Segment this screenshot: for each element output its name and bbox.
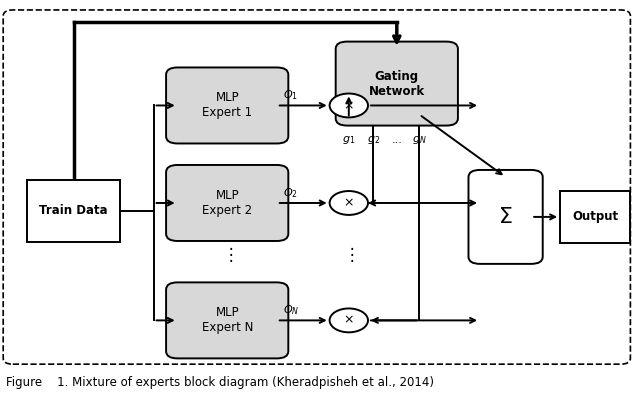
Text: $\times$: $\times$ bbox=[344, 197, 354, 209]
Text: Gating
Network: Gating Network bbox=[369, 70, 425, 98]
Text: $g_N$: $g_N$ bbox=[412, 134, 426, 146]
Bar bbox=[560, 191, 630, 243]
Text: $\vdots$: $\vdots$ bbox=[221, 245, 233, 264]
Text: $g_2$: $g_2$ bbox=[367, 134, 380, 146]
FancyBboxPatch shape bbox=[166, 165, 288, 241]
Text: $\times$: $\times$ bbox=[344, 314, 354, 327]
Text: MLP
Expert 1: MLP Expert 1 bbox=[202, 92, 252, 119]
Text: $O_2$: $O_2$ bbox=[284, 186, 298, 200]
Bar bbox=[28, 180, 120, 242]
FancyBboxPatch shape bbox=[468, 170, 543, 264]
Text: $g_1$: $g_1$ bbox=[342, 134, 355, 146]
Text: $\Sigma$: $\Sigma$ bbox=[499, 207, 513, 227]
Text: $O_1$: $O_1$ bbox=[284, 89, 298, 102]
FancyBboxPatch shape bbox=[166, 283, 288, 358]
Circle shape bbox=[330, 308, 368, 332]
Text: MLP
Expert N: MLP Expert N bbox=[202, 306, 253, 334]
FancyBboxPatch shape bbox=[335, 42, 458, 126]
Text: $O_N$: $O_N$ bbox=[283, 304, 299, 317]
Text: Figure    1. Mixture of experts block diagram (Kheradpisheh et al., 2014): Figure 1. Mixture of experts block diagr… bbox=[6, 376, 435, 389]
Text: ...: ... bbox=[392, 135, 402, 145]
Text: MLP
Expert 2: MLP Expert 2 bbox=[202, 189, 252, 217]
Text: $\times$: $\times$ bbox=[344, 99, 354, 112]
Text: Train Data: Train Data bbox=[39, 205, 108, 217]
Circle shape bbox=[330, 191, 368, 215]
Circle shape bbox=[330, 94, 368, 117]
FancyBboxPatch shape bbox=[3, 10, 630, 364]
Text: Output: Output bbox=[572, 211, 618, 223]
FancyBboxPatch shape bbox=[166, 67, 288, 144]
Text: $\vdots$: $\vdots$ bbox=[343, 245, 355, 264]
